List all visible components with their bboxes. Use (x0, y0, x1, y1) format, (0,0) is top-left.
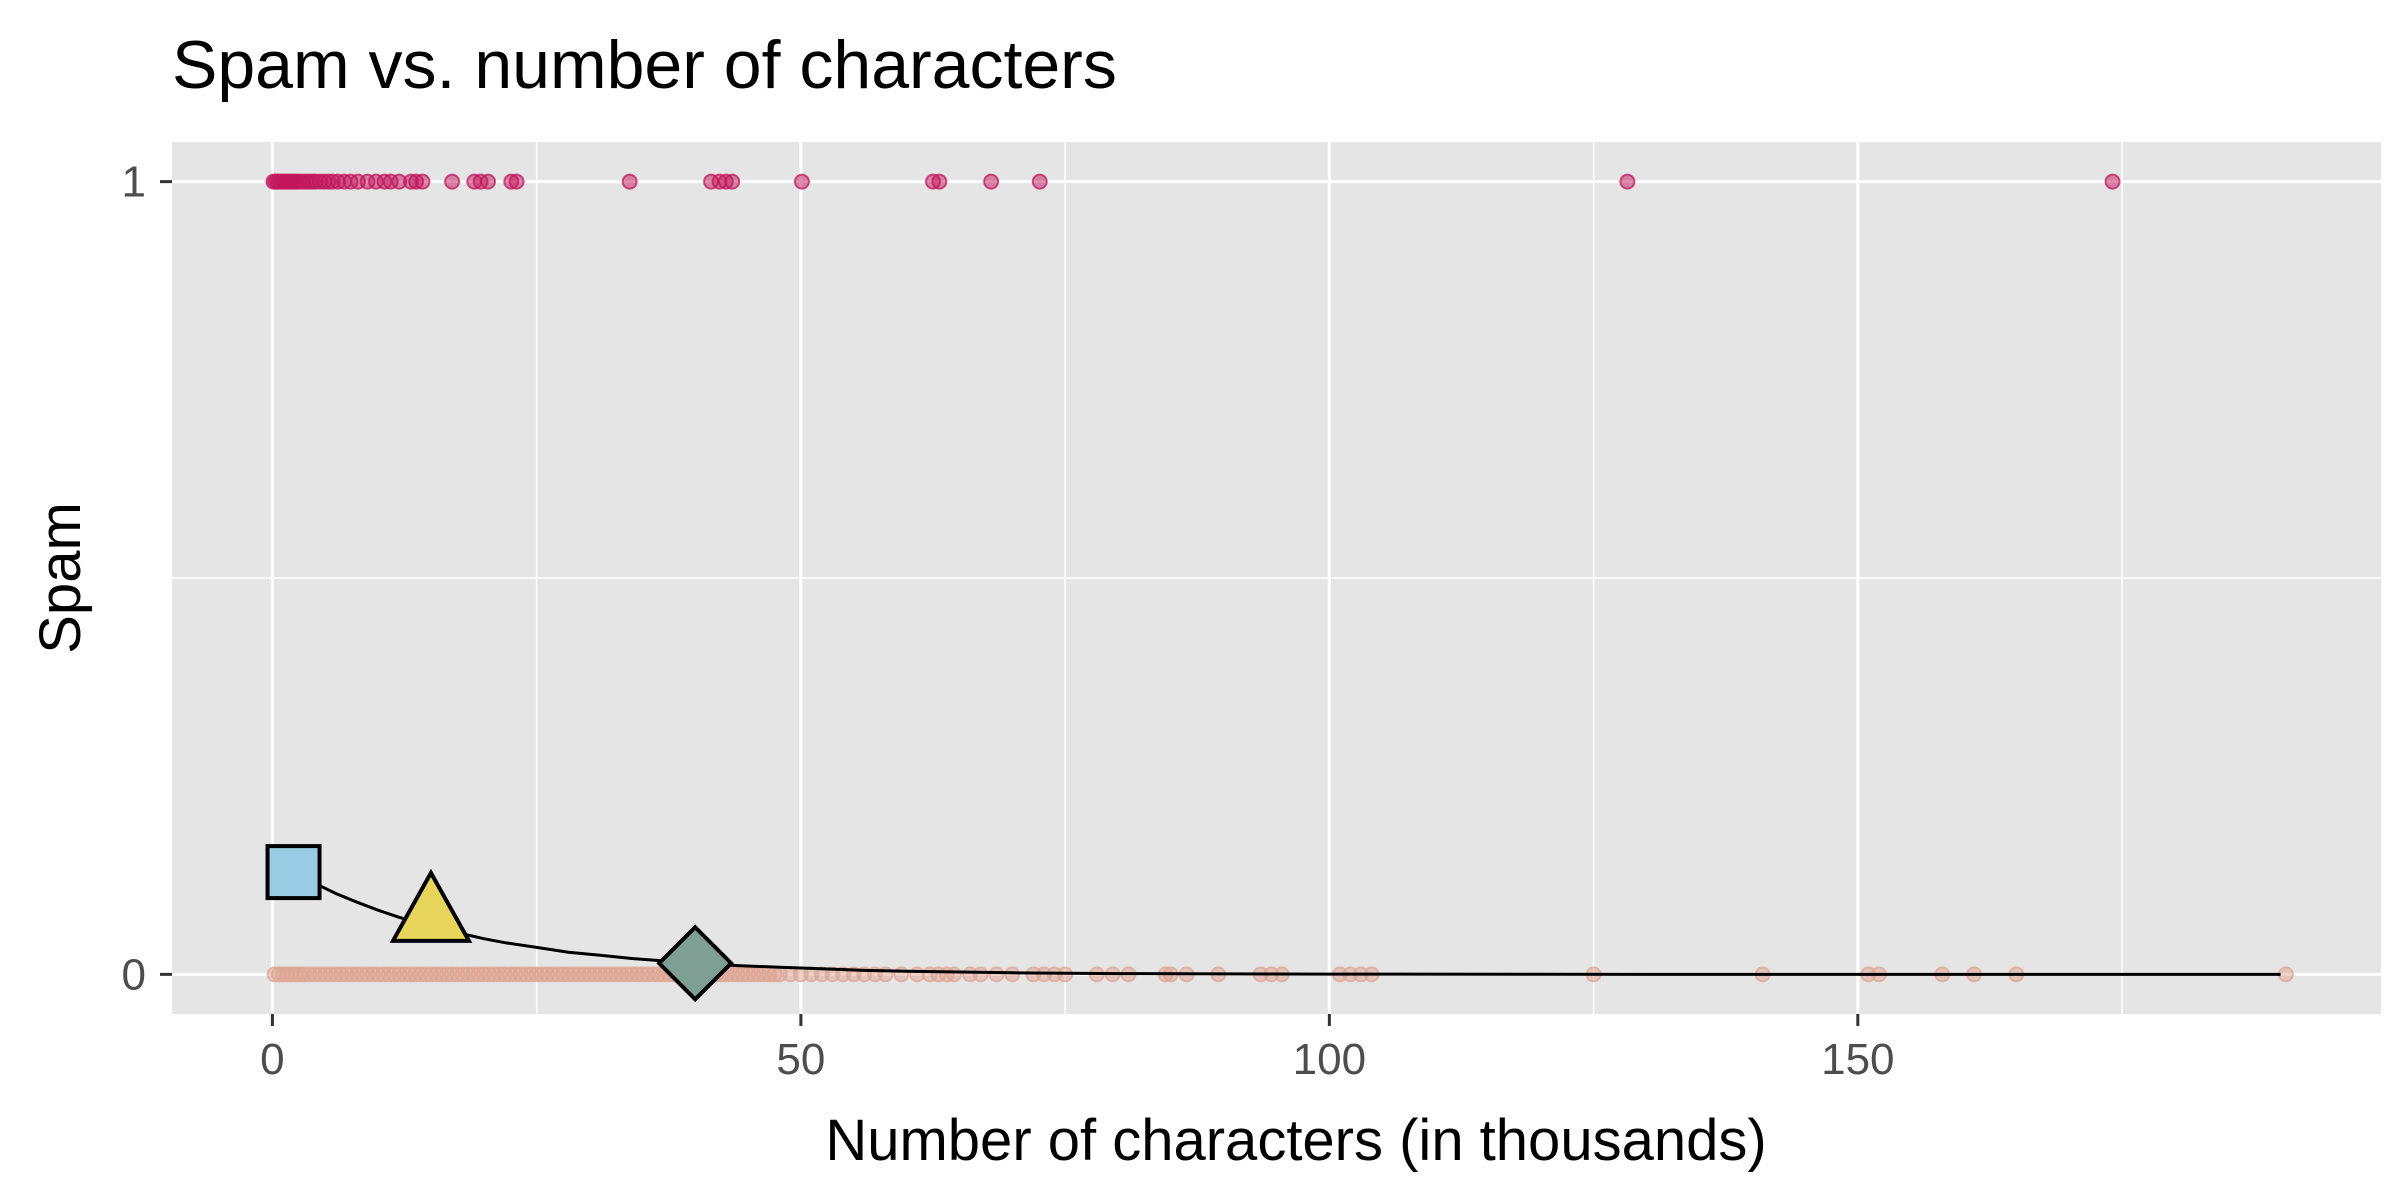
not-spam-point (2277, 966, 2294, 983)
not-spam-point (946, 966, 963, 983)
spam-point (2104, 173, 2121, 190)
square-marker (265, 844, 322, 901)
x-tick-label: 100 (1293, 1035, 1366, 1084)
x-axis-ticks: 0 50 100 150 (260, 1014, 1895, 1084)
y-axis-ticks: 01 (122, 158, 172, 999)
not-spam-point (1004, 966, 1021, 983)
diamond-marker (656, 924, 735, 1003)
x-tick-label: 150 (1821, 1035, 1894, 1084)
y-tick-label: 0 (122, 950, 146, 999)
spam-point (444, 173, 461, 190)
spam-point (793, 173, 810, 190)
not-spam-point (893, 966, 910, 983)
y-axis-label: Spam (28, 502, 93, 654)
spam-point (414, 173, 431, 190)
highlight-markers (265, 844, 735, 1003)
spam-point (508, 173, 525, 190)
x-axis-label: Number of characters (in thousands) (825, 1108, 1766, 1173)
spam-point (480, 173, 497, 190)
x-tick-label: 50 (776, 1035, 825, 1084)
spam-point (931, 173, 948, 190)
chart-title: Spam vs. number of characters (172, 27, 1117, 103)
spam-point (1619, 173, 1636, 190)
y-tick-label: 1 (122, 158, 146, 207)
spam-point (1031, 173, 1048, 190)
spam-point (621, 173, 638, 190)
spam-point (983, 173, 1000, 190)
triangle-marker (389, 868, 473, 943)
x-tick-label: 0 (260, 1035, 284, 1084)
not-spam-point (988, 966, 1005, 983)
minor-gridlines (172, 142, 2381, 1014)
not-spam-point (972, 966, 989, 983)
fitted-curve (271, 858, 2281, 976)
spam-point (724, 173, 741, 190)
